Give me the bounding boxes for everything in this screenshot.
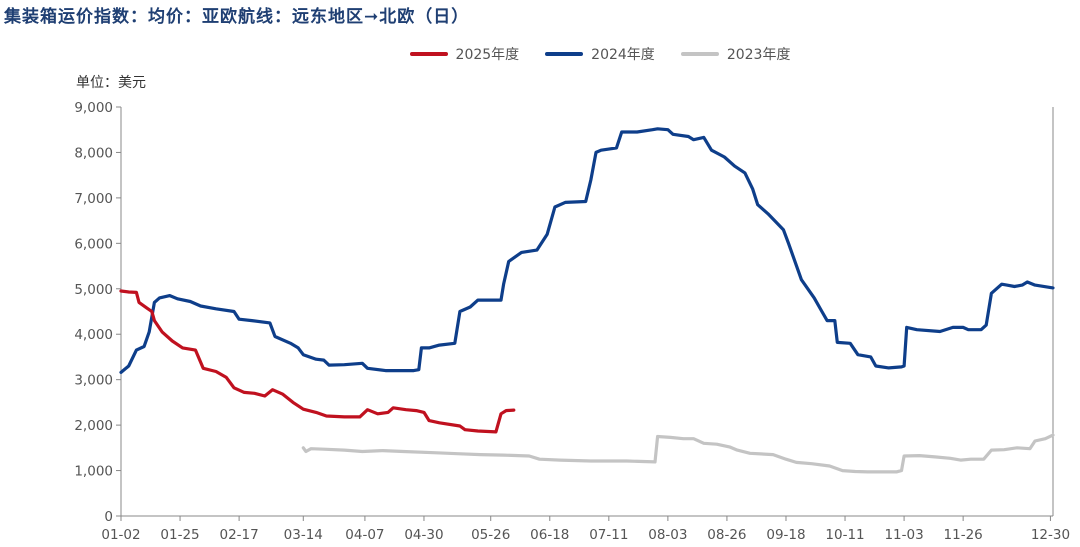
legend-swatch-2025 [409,52,448,56]
x-tick-label: 08-03 [648,527,687,543]
legend-label-2023: 2023年度 [726,47,791,63]
x-tick-label: 04-07 [345,527,384,543]
legend-label-2025: 2025年度 [455,47,520,63]
series-line-2023年度 [301,433,1055,474]
x-tick-label: 09-18 [766,527,805,543]
x-tick-label: 01-02 [101,527,140,543]
y-tick-label: 5,000 [74,282,113,298]
x-tick-label: 03-14 [284,527,323,543]
y-tick-label: 8,000 [74,145,113,161]
x-tick-label: 07-11 [589,527,628,543]
legend: 2025年度 2024年度 2023年度 [0,44,1080,64]
legend-label-2024: 2024年度 [591,47,655,63]
x-tick-label: 05-26 [471,527,510,543]
y-tick-label: 4,000 [74,327,113,343]
y-axis-unit-label: 单位：美元 [76,75,146,91]
y-tick-label: 3,000 [74,373,113,389]
x-tick-label: 06-18 [530,527,569,543]
y-tick-label: 9,000 [74,100,113,116]
x-tick-label: 08-26 [707,527,746,543]
legend-item-2025[interactable]: 2025年度 [409,44,520,64]
legend-swatch-2024 [545,52,584,56]
axes: 0 1,000 2,000 3,000 4,000 5,000 6,000 7,000 8,00… [74,100,1070,543]
y-tick-label: 7,000 [74,191,113,207]
series-line-2024年度 [119,127,1055,374]
y-tick-label: 1,000 [74,464,113,480]
series-line-2025年度 [119,289,516,434]
legend-item-2024[interactable]: 2024年度 [545,44,655,64]
y-tick-label: 2,000 [74,418,113,434]
x-tick-label: 04-30 [404,527,443,543]
legend-swatch-2023 [680,52,719,56]
x-tick-label: 12-30 [1031,527,1070,543]
series-layer [119,127,1055,474]
legend-item-2023[interactable]: 2023年度 [680,44,791,64]
x-tick-label: 11-26 [944,527,983,543]
x-tick-label: 10-11 [825,527,864,543]
x-tick-label: 02-17 [219,527,258,543]
y-tick-label: 0 [104,509,113,525]
y-tick-label: 6,000 [74,236,113,252]
chart-title: 集装箱运价指数：均价：亚欧航线：远东地区➞北欧（日） [4,7,470,27]
x-tick-label: 11-03 [884,527,923,543]
x-tick-label: 01-25 [160,527,199,543]
